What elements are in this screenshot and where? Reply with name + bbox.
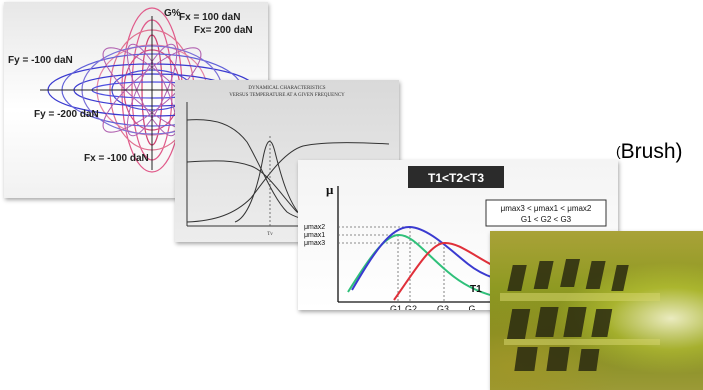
label-fx-minus-100: Fx = -100 daN [84,153,149,164]
mu-x-label-g: G [468,304,475,310]
ellipse-diagram: G% Fx = 100 daN Fx= 200 daN Fy = -100 da… [8,7,266,173]
tire-tread-illustration [500,259,660,371]
mu-x-label-g2: G2 [405,304,417,310]
mu-level-max1: μmax1 [304,232,325,239]
caption-text: Brush) [620,140,683,163]
mu-x-label-g3: G3 [437,304,449,310]
mu-y-axis-label: μ [326,182,334,197]
axis-label-g: G% [164,8,181,19]
label-fy-100: Fy = -100 daN [8,55,73,66]
temp-x-marker: Tv [267,232,273,237]
label-fx-100: Fx = 100 daN [179,12,240,23]
mu-chart: T1<T2<T3 μmax3 < μmax1 < μmax2 G1 < G2 <… [304,166,607,310]
temp-title-line2: VERSUS TEMPERATURE AT A GIVEN FREQUENCY [229,93,345,98]
mu-level-max3: μmax3 [304,240,325,247]
mu-title: T1<T2<T3 [428,171,484,185]
label-fx-200: Fx= 200 daN [194,25,253,36]
mu-x-label-g1: G1 [390,304,402,310]
caption-open-paren: ( [616,143,621,159]
mu-info-line2: G1 < G2 < G3 [521,215,572,224]
mu-curve-t2 [351,225,495,291]
mu-title-bar [408,166,504,188]
brush-caption: (Brush) [616,140,683,164]
mu-curve-t3 [393,241,495,301]
mu-info-line1: μmax3 < μmax1 < μmax2 [501,204,592,213]
mu-info-box [485,199,607,227]
mu-level-max2: μmax2 [304,224,325,231]
label-fy-200: Fy = -200 daN [34,109,99,120]
tire-tread-photo [490,231,703,390]
temp-title-line1: DYNAMICAL CHARACTERISTICS [248,86,325,91]
mu-curve-label-t1: T1 [470,284,482,295]
